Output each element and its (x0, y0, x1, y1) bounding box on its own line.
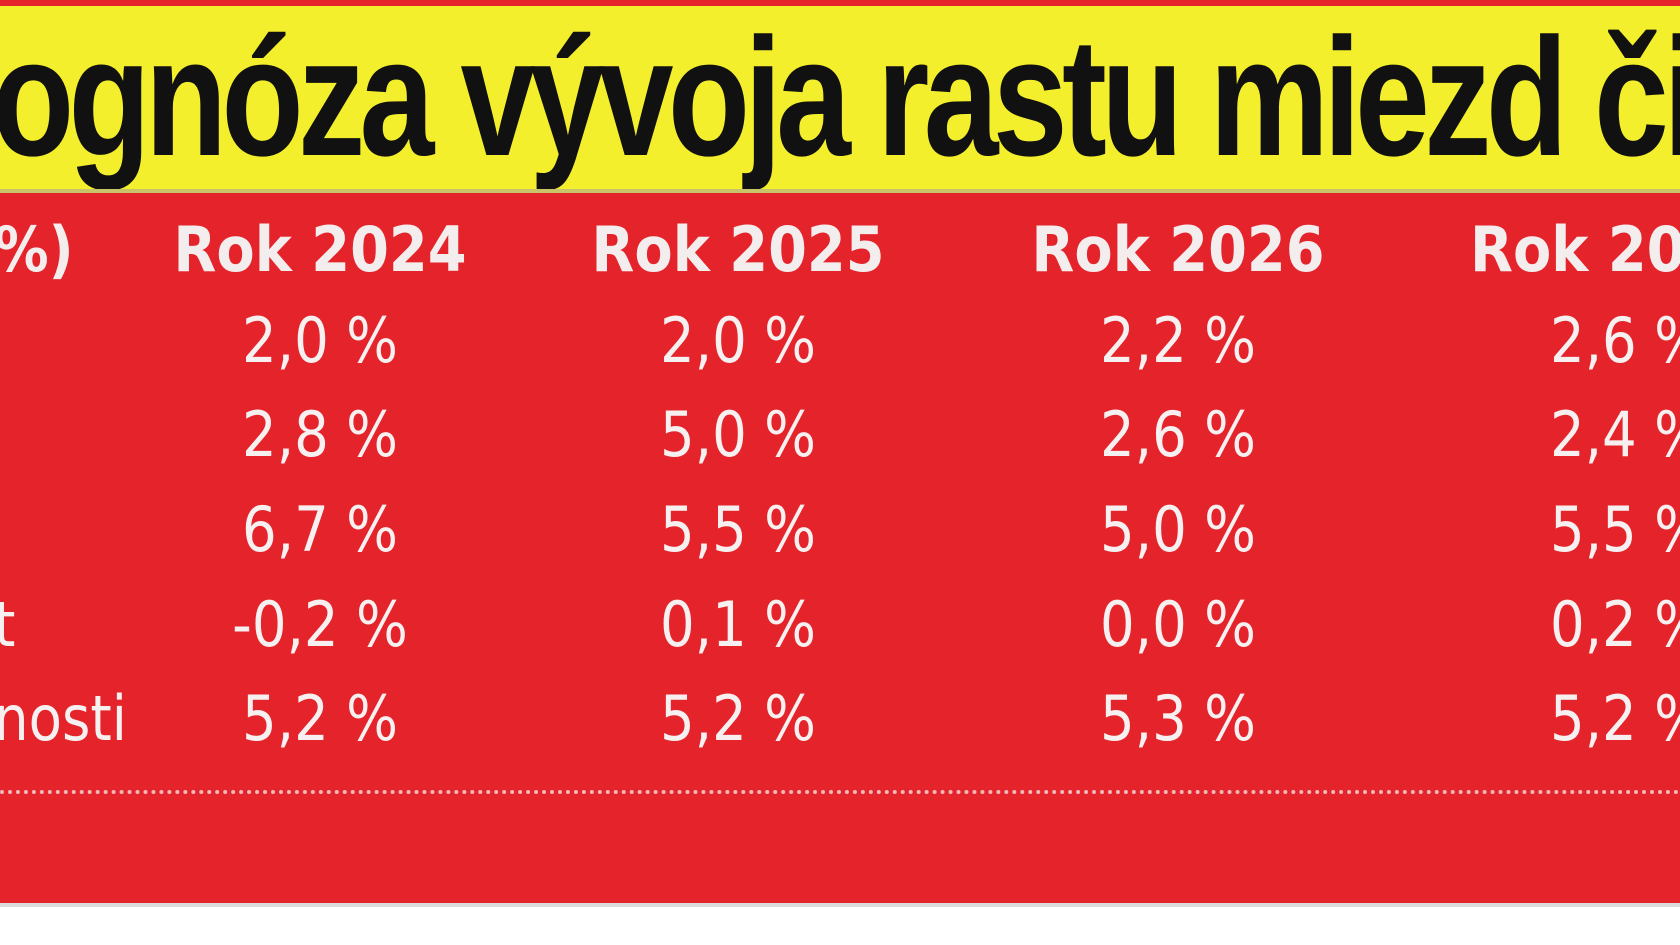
value-cell: 5,0 % (1100, 493, 1256, 566)
page-title: ognóza vývoja rastu miezd či (0, 6, 1680, 189)
table-bottom-divider (0, 790, 1680, 794)
value-cell: 5,2 % (660, 682, 816, 755)
value-cell: 2,4 % (1550, 398, 1680, 471)
value-cell: 5,2 % (242, 682, 398, 755)
value-cell: 2,0 % (242, 304, 398, 377)
value-cell: 5,5 % (1550, 493, 1680, 566)
row-label: nosti (0, 682, 127, 755)
value-cell: 5,5 % (660, 493, 816, 566)
header-year-2025: Rok 2025 (591, 213, 885, 286)
value-cell: 0,0 % (1100, 588, 1256, 661)
value-cell: 2,6 % (1100, 398, 1256, 471)
value-cell: 0,2 % (1550, 588, 1680, 661)
top-accent-strip (0, 0, 1680, 6)
header-year-2027: Rok 20 (1470, 213, 1680, 286)
value-cell: 5,2 % (1550, 682, 1680, 755)
value-cell: 0,1 % (660, 588, 816, 661)
value-cell: 2,6 % (1550, 304, 1680, 377)
forecast-table: %) Rok 2024 Rok 2025 Rok 2026 Rok 20 2,0… (0, 193, 1680, 903)
panel-bottom-edge (0, 903, 1680, 907)
value-cell: 6,7 % (242, 493, 398, 566)
value-cell: 2,8 % (242, 398, 398, 471)
title-bar: ognóza vývoja rastu miezd či (0, 6, 1680, 189)
header-year-2024: Rok 2024 (173, 213, 467, 286)
title-divider (0, 189, 1680, 193)
header-label: %) (0, 213, 74, 286)
value-cell: 2,0 % (660, 304, 816, 377)
value-cell: 5,3 % (1100, 682, 1256, 755)
header-year-2026: Rok 2026 (1031, 213, 1325, 286)
row-label: t (0, 590, 15, 660)
value-cell: 2,2 % (1100, 304, 1256, 377)
value-cell: 5,0 % (660, 398, 816, 471)
value-cell: -0,2 % (232, 588, 408, 661)
